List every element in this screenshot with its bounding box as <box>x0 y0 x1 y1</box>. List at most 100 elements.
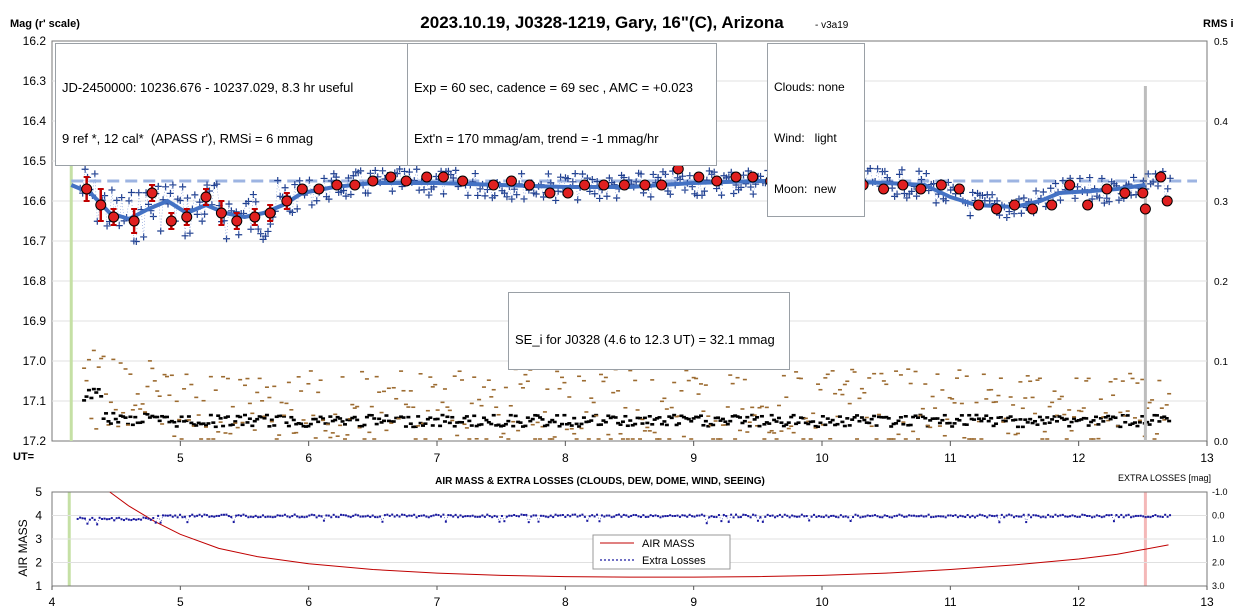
raw-star-point <box>1115 196 1123 204</box>
extra-loss-point <box>137 518 140 521</box>
extra-loss-point <box>983 515 986 518</box>
extra-loss-point <box>832 514 835 517</box>
left-axis-title: Mag (r' scale) <box>10 18 80 30</box>
binned-point <box>81 183 93 195</box>
extra-loss-point <box>976 514 979 517</box>
raw-star-point <box>1103 194 1111 202</box>
extra-loss-point <box>552 516 555 519</box>
extra-loss-point <box>744 514 747 517</box>
extra-loss-point <box>866 514 869 517</box>
extra-loss-point <box>1034 514 1037 517</box>
raw-star-point <box>1005 208 1013 216</box>
bottom-x-tick-label: 6 <box>305 595 312 609</box>
raw-star-point <box>913 192 921 200</box>
binned-point <box>400 175 412 187</box>
extra-loss-point <box>1069 515 1072 518</box>
extra-loss-point <box>778 513 781 516</box>
extra-loss-point <box>296 515 299 518</box>
chart-title: 2023.10.19, J0328-1219, Gary, 16"(C), Ar… <box>420 13 784 32</box>
conditions-box: Clouds: none Wind: light Moon: new <box>767 43 865 217</box>
raw-star-point <box>632 178 640 186</box>
raw-star-point <box>193 210 201 218</box>
raw-star-point <box>896 170 904 178</box>
extra-loss-point <box>418 515 421 518</box>
top-y-tick-label: 16.9 <box>23 314 47 328</box>
extra-loss-point <box>1127 513 1130 516</box>
extra-loss-point <box>966 514 969 517</box>
extra-loss-point <box>705 522 708 525</box>
extra-loss-point <box>1078 515 1081 518</box>
binned-point <box>711 175 723 187</box>
extra-loss-point <box>969 516 972 519</box>
wind-condition: Wind: light <box>774 131 837 145</box>
extra-loss-point <box>225 513 228 516</box>
extra-loss-point <box>427 516 430 519</box>
raw-star-point <box>520 195 528 203</box>
aux-data-layer <box>82 349 1172 440</box>
extra-loss-point <box>703 514 706 517</box>
raw-star-point <box>225 200 233 208</box>
jd-info-box: JD-2450000: 10236.676 - 10237.029, 8.3 h… <box>55 43 409 166</box>
extra-loss-point <box>1120 513 1123 516</box>
extra-loss-point <box>291 515 294 518</box>
bottom-axis-ticks: 5 4 3 2 1 -1.0 0.0 1.0 2.0 3.0 4 5 6 7 8 9 10 11 12 13 <box>35 485 1227 609</box>
bottom-y-tick-label: 2 <box>35 556 42 570</box>
extra-loss-point <box>510 514 513 517</box>
extra-loss-point <box>786 514 789 517</box>
extra-loss-point <box>135 518 138 521</box>
extra-loss-point <box>937 515 940 518</box>
extra-loss-point <box>105 518 108 521</box>
bottom-y-tick-label: 3 <box>35 532 42 546</box>
binned-point <box>200 191 212 203</box>
extra-loss-point <box>432 514 435 517</box>
extra-loss-point <box>298 516 301 519</box>
top-x-tick-label: 11 <box>944 451 957 465</box>
top-y-tick-label: 17.0 <box>23 354 47 368</box>
raw-star-point <box>176 197 184 205</box>
raw-star-point <box>501 189 509 197</box>
raw-star-point <box>749 190 757 198</box>
fit-line-layer <box>70 179 1146 221</box>
binned-point <box>656 179 668 191</box>
binned-point <box>598 179 610 191</box>
bottom-right-tick-label: 0.0 <box>1212 511 1225 521</box>
extra-loss-point <box>934 515 937 518</box>
bottom-x-tick-label: 12 <box>1072 595 1086 609</box>
extra-loss-point <box>986 516 989 519</box>
bottom-right-tick-label: 1.0 <box>1212 534 1225 544</box>
raw-star-point <box>593 178 601 186</box>
raw-star-point <box>1047 184 1055 192</box>
extra-loss-point <box>215 514 218 517</box>
extra-loss-point <box>113 519 116 522</box>
extra-loss-point <box>1154 514 1157 517</box>
extra-loss-point <box>647 515 650 518</box>
extra-loss-point <box>1066 515 1069 518</box>
extra-loss-point <box>676 514 679 517</box>
binned-point <box>296 183 308 195</box>
extra-loss-point <box>208 515 211 518</box>
raw-star-point <box>396 165 404 173</box>
raw-star-point <box>145 200 153 208</box>
extra-loss-point <box>795 515 798 518</box>
se-info-box: SE_i for J0328 (4.6 to 12.3 UT) = 32.1 m… <box>508 292 790 370</box>
extra-loss-point <box>210 515 213 518</box>
extra-loss-point <box>486 513 489 516</box>
right-axis-title: RMS i <box>1203 18 1234 30</box>
top-right-tick-label: 0.1 <box>1214 357 1228 368</box>
binned-point <box>215 207 227 219</box>
moon-condition: Moon: new <box>774 182 837 196</box>
extra-loss-point <box>252 516 255 519</box>
extra-loss-point <box>354 513 357 516</box>
raw-star-point <box>115 222 123 230</box>
extra-loss-point <box>371 514 374 517</box>
extra-loss-point <box>608 514 611 517</box>
extra-loss-point <box>613 515 616 518</box>
extra-loss-point <box>491 516 494 519</box>
extra-loss-point <box>1103 515 1106 518</box>
extra-loss-point <box>661 515 664 518</box>
raw-star-point <box>757 172 765 180</box>
binned-point <box>385 171 397 183</box>
raw-star-point <box>262 232 270 240</box>
binned-point <box>1161 195 1173 207</box>
extra-loss-point <box>652 515 655 518</box>
